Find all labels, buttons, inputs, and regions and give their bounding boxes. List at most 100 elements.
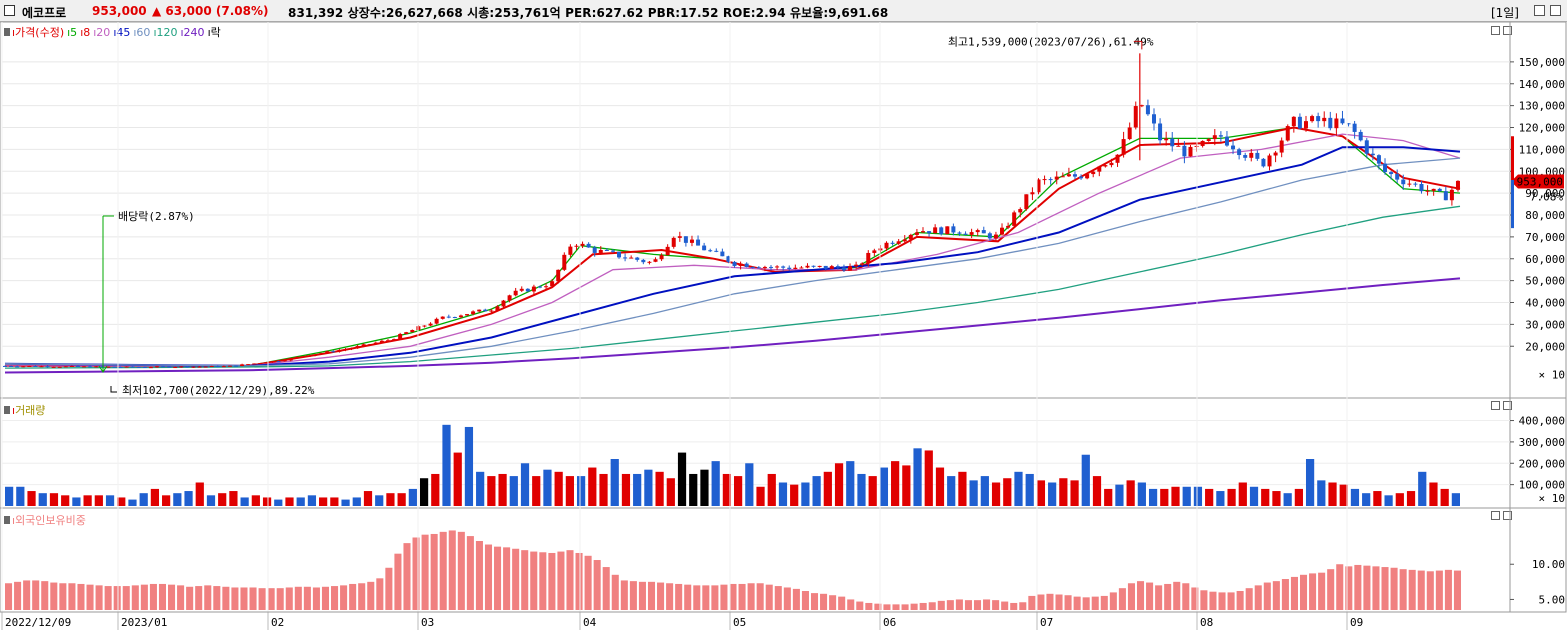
foreign-bar	[285, 587, 293, 610]
volume-bar	[1294, 488, 1303, 506]
foreign-bar	[276, 588, 284, 610]
volume-bar	[117, 497, 126, 506]
panel-restore-icon[interactable]	[1491, 401, 1500, 410]
foreign-bar	[738, 583, 746, 610]
panel-close-icon[interactable]	[1503, 401, 1512, 410]
candle-body	[623, 257, 628, 259]
date-label: 06	[883, 616, 896, 629]
candle-body	[537, 286, 542, 288]
price-change: ▲ 63,000 (7.08%)	[152, 4, 269, 18]
volume-bar	[1182, 486, 1191, 506]
foreign-bar	[1173, 581, 1181, 610]
panel-close-icon[interactable]	[1503, 26, 1512, 35]
volume-bar	[644, 469, 653, 506]
foreign-bar	[1164, 583, 1172, 610]
volume-bar	[1350, 488, 1360, 506]
foreign-bar	[684, 584, 692, 610]
panel-restore-icon[interactable]	[1491, 511, 1500, 520]
candle-body	[1255, 152, 1260, 159]
volume-bar	[162, 495, 171, 506]
panel-restore-icon[interactable]	[1491, 26, 1500, 35]
volume-bar	[5, 486, 14, 506]
candle-body	[817, 265, 822, 267]
volume-bar	[487, 476, 496, 506]
candle-body	[738, 263, 743, 266]
candle-body	[1297, 116, 1302, 129]
volume-bar	[1373, 491, 1382, 506]
candle-body	[1376, 155, 1381, 164]
candle-body	[939, 227, 944, 235]
maximize-icon[interactable]	[1534, 5, 1545, 16]
foreign-bar	[1073, 596, 1081, 610]
candle-body	[1437, 188, 1442, 192]
candle-body	[1449, 189, 1454, 201]
price-tick-label: 150,000	[1519, 56, 1565, 69]
ma-line-8	[5, 126, 1461, 367]
price-tick-label: 130,000	[1519, 100, 1565, 113]
price-tick-label: 60,000	[1525, 253, 1565, 266]
candle-body	[1322, 117, 1327, 122]
candle-body	[63, 366, 68, 368]
volume-bar	[599, 473, 608, 506]
period-selector[interactable]: [1일]	[1490, 6, 1519, 20]
foreign-bar	[611, 574, 619, 610]
volume-bar	[49, 493, 59, 506]
candle-body	[1291, 116, 1296, 127]
foreign-bar	[213, 586, 221, 610]
volume-bar	[296, 497, 305, 506]
candle-body	[100, 366, 105, 368]
volume-tick-label: 300,000	[1519, 436, 1565, 449]
candle-body	[1170, 138, 1175, 147]
candle-body	[775, 266, 780, 268]
legend-item-6: ı120	[153, 26, 178, 39]
candle-body	[1218, 135, 1223, 137]
candle-body	[130, 366, 135, 368]
foreign-bar	[946, 600, 954, 610]
close-icon[interactable]	[1550, 5, 1561, 16]
volume-bar	[924, 450, 933, 506]
select-checkbox[interactable]	[4, 5, 15, 16]
foreign-bar	[249, 587, 257, 610]
volume-bar	[1104, 488, 1113, 506]
candle-body	[246, 364, 251, 366]
foreign-bar	[602, 567, 610, 610]
candle-body	[708, 250, 713, 252]
foreign-bar	[1055, 594, 1063, 610]
volume-bar	[969, 480, 978, 506]
foreign-bar	[1408, 569, 1416, 610]
candle-body	[106, 366, 111, 368]
candle-body	[1006, 225, 1011, 228]
volume-bar	[1384, 495, 1393, 506]
volume-bar	[1440, 488, 1449, 506]
volume-bar	[27, 491, 36, 506]
foreign-bar	[14, 581, 22, 610]
candle-body	[270, 361, 275, 363]
volume-bar	[666, 478, 675, 506]
volume-bar	[1395, 493, 1404, 506]
panel-close-icon[interactable]	[1503, 511, 1512, 520]
volume-bar	[1048, 482, 1057, 506]
foreign-bar	[158, 583, 167, 610]
foreign-bar	[756, 583, 764, 610]
candle-body	[1139, 105, 1144, 107]
volume-bar	[330, 497, 339, 506]
day-range-down	[1511, 180, 1514, 229]
stock-name: 에코프로	[22, 6, 67, 20]
candle-body	[1279, 140, 1284, 153]
foreign-bar	[1236, 590, 1244, 610]
volume-bar	[1092, 476, 1102, 506]
candle-body	[1243, 155, 1248, 158]
candle-body	[787, 267, 792, 269]
foreign-bar	[484, 544, 493, 610]
foreign-bar	[222, 586, 230, 610]
candle-body	[203, 366, 208, 368]
volume-bar	[1126, 480, 1135, 506]
candle-body	[1200, 140, 1205, 146]
candle-body	[1164, 138, 1169, 141]
candle-body	[313, 354, 318, 356]
candle-body	[3, 365, 7, 367]
volume-bar	[274, 499, 283, 506]
volume-bar	[1205, 488, 1214, 506]
volume-bar	[476, 471, 485, 506]
candle-body	[1158, 123, 1163, 141]
